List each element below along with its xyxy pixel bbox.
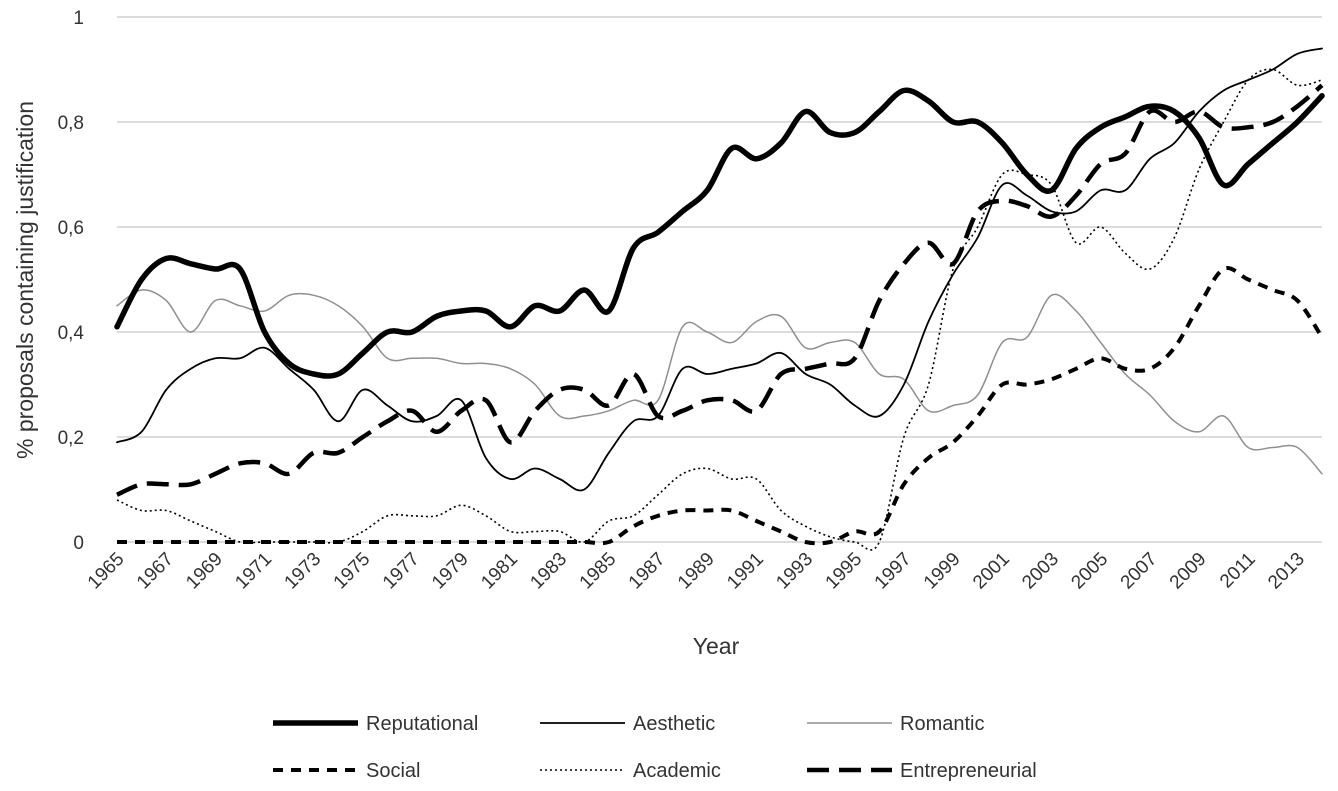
x-tick-label: 1965	[84, 549, 129, 594]
y-axis-tick-labels: 0 0,2 0,4 0,6 0,8 1	[58, 8, 85, 554]
x-tick-label: 1989	[674, 549, 719, 594]
y-tick-label: 0,2	[58, 428, 84, 449]
x-axis-title: Year	[693, 633, 740, 659]
grid-lines	[117, 16, 1322, 543]
legend-label-romantic: Romantic	[900, 713, 984, 735]
legend-label-academic: Academic	[633, 760, 721, 782]
y-tick-label: 0,4	[58, 323, 85, 344]
x-tick-label: 1997	[871, 549, 916, 594]
x-tick-label: 2001	[969, 549, 1014, 594]
series-line-reputational	[114, 87, 1325, 379]
legend-label-entrepreneurial: Entrepreneurial	[900, 760, 1037, 782]
legend-label-reputational: Reputational	[366, 713, 478, 735]
series-line-aesthetic	[116, 47, 1323, 492]
x-tick-label: 1999	[920, 549, 965, 594]
series-line-academic	[116, 68, 1323, 551]
legend-label-social: Social	[366, 760, 420, 782]
x-tick-label: 2011	[1216, 549, 1260, 593]
y-tick-label: 0	[73, 533, 84, 554]
x-tick-label: 1975	[330, 549, 375, 594]
x-tick-label: 1967	[133, 549, 178, 594]
x-tick-label: 1995	[822, 549, 867, 594]
x-tick-label: 1983	[526, 549, 571, 594]
x-tick-label: 1993	[772, 549, 817, 594]
x-tick-label: 2007	[1117, 549, 1162, 594]
x-tick-label: 1973	[281, 549, 326, 594]
series-line-entrepreneurial	[116, 83, 1324, 497]
y-axis-title: % proposals containing justification	[12, 101, 38, 459]
x-tick-label: 1991	[723, 549, 768, 594]
x-tick-label: 2009	[1166, 549, 1211, 594]
y-tick-label: 0,6	[58, 218, 84, 239]
x-tick-label: 2003	[1018, 549, 1063, 594]
series-line-romantic	[116, 289, 1323, 475]
x-tick-label: 2013	[1264, 549, 1309, 594]
x-tick-label: 1987	[625, 549, 670, 594]
y-tick-label: 1	[73, 8, 84, 29]
x-tick-label: 1985	[576, 549, 621, 594]
legend: Reputational Aesthetic Romantic Social Acade…	[273, 713, 1037, 782]
x-tick-label: 1981	[477, 549, 522, 594]
x-tick-label: 2005	[1067, 549, 1112, 594]
x-tick-label: 1969	[182, 549, 227, 594]
y-tick-label: 0,8	[58, 113, 84, 134]
x-tick-label: 1977	[379, 549, 424, 594]
series-lines	[114, 47, 1325, 551]
x-tick-label: 1979	[428, 549, 473, 594]
x-tick-label: 1971	[231, 549, 276, 594]
legend-label-aesthetic: Aesthetic	[633, 713, 715, 735]
x-axis-tick-labels: 1965 1967 1969 1971 1973 1975 1977 1979 1981 1983…	[84, 549, 1309, 594]
series-line-social	[116, 266, 1324, 546]
